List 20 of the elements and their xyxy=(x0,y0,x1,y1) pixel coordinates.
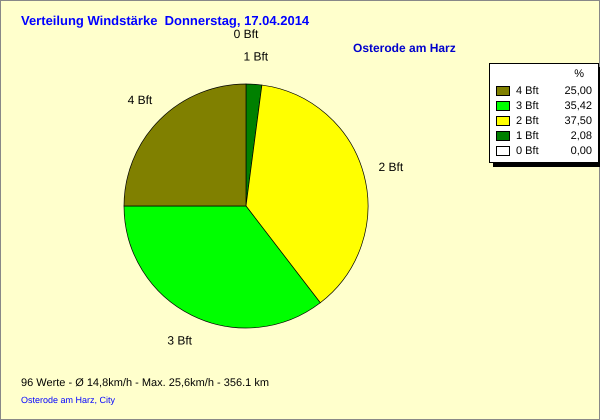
data-label: 25,00 xyxy=(563,84,592,96)
legend-label: 4 Bft xyxy=(516,84,540,96)
legend-label: 1 Bft xyxy=(516,130,540,142)
text: Osterode am Harz, City xyxy=(21,395,116,405)
text: 96 Werte - Ø 14,8km/h - Max. 25,6km/h - 356.1 km xyxy=(21,377,269,389)
legend-label: 3 Bft xyxy=(516,100,540,112)
text: 0,00 xyxy=(570,144,592,156)
slice-label: 1 Bft xyxy=(243,49,269,64)
category-label: 0 Bft xyxy=(234,27,258,41)
legend-title: % xyxy=(573,68,584,80)
slice-label: 4 Bft xyxy=(128,92,153,107)
legend-label: 0 Bft xyxy=(516,144,540,156)
data-label: 37,50 xyxy=(563,114,592,126)
data-label: 2,08 xyxy=(570,130,592,142)
data-label: 35,42 xyxy=(563,100,592,112)
slice-label: 2 Bft xyxy=(378,160,404,174)
chart-title: Verteilung Windstärke Donnerstag, 17.04.2014 xyxy=(21,13,310,28)
legend-label: 2 Bft xyxy=(516,114,540,126)
chart-subtitle: Osterode am Harz xyxy=(353,41,456,55)
slice-label: 3 Bft xyxy=(167,334,193,348)
